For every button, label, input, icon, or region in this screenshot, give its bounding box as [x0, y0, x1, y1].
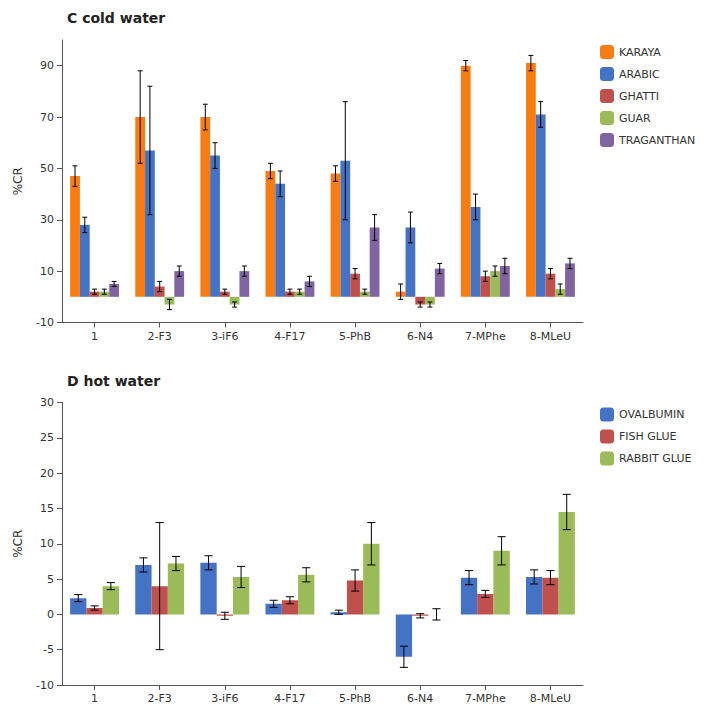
- svg-text:OVALBUMIN: OVALBUMIN: [619, 408, 685, 421]
- svg-text:ARABIC: ARABIC: [619, 68, 660, 81]
- svg-text:30: 30: [40, 213, 54, 226]
- svg-text:4-F17: 4-F17: [274, 692, 305, 705]
- svg-text:7-MPhe: 7-MPhe: [465, 330, 506, 343]
- svg-text:TRAGANTHAN: TRAGANTHAN: [618, 134, 695, 147]
- svg-text:FISH GLUE: FISH GLUE: [619, 430, 676, 443]
- svg-text:-5: -5: [43, 643, 54, 656]
- svg-text:20: 20: [40, 467, 54, 480]
- svg-text:0: 0: [47, 608, 54, 621]
- svg-text:3-iF6: 3-iF6: [211, 692, 238, 705]
- svg-text:25: 25: [40, 431, 54, 444]
- svg-text:%CR: %CR: [11, 530, 25, 558]
- svg-text:KARAYA: KARAYA: [619, 46, 661, 59]
- svg-text:30: 30: [40, 396, 54, 409]
- svg-text:3-iF6: 3-iF6: [211, 330, 238, 343]
- svg-text:GHATTI: GHATTI: [619, 90, 659, 103]
- svg-text:10: 10: [40, 537, 54, 550]
- svg-text:2-F3: 2-F3: [148, 692, 172, 705]
- svg-text:C cold water: C cold water: [67, 10, 165, 26]
- svg-text:10: 10: [40, 265, 54, 278]
- svg-text:8-MLeU: 8-MLeU: [530, 330, 571, 343]
- svg-text:5-PhB: 5-PhB: [339, 692, 371, 705]
- svg-text:90: 90: [40, 59, 54, 72]
- svg-text:6-N4: 6-N4: [407, 330, 433, 343]
- svg-text:7-MPhe: 7-MPhe: [465, 692, 506, 705]
- svg-text:4-F17: 4-F17: [274, 330, 305, 343]
- svg-text:5-PhB: 5-PhB: [339, 330, 371, 343]
- svg-text:%CR: %CR: [11, 167, 25, 195]
- svg-text:RABBIT GLUE: RABBIT GLUE: [619, 452, 691, 465]
- svg-text:5: 5: [47, 573, 54, 586]
- svg-text:GUAR: GUAR: [619, 112, 651, 125]
- svg-text:2-F3: 2-F3: [148, 330, 172, 343]
- svg-text:-10: -10: [36, 679, 54, 692]
- svg-text:15: 15: [40, 502, 54, 515]
- svg-text:70: 70: [40, 111, 54, 124]
- svg-text:6-N4: 6-N4: [407, 692, 433, 705]
- svg-text:8-MLeU: 8-MLeU: [530, 692, 571, 705]
- svg-text:1: 1: [91, 692, 98, 705]
- svg-text:1: 1: [91, 330, 98, 343]
- svg-text:D hot water: D hot water: [67, 373, 160, 389]
- svg-text:50: 50: [40, 162, 54, 175]
- svg-text:-10: -10: [36, 316, 54, 329]
